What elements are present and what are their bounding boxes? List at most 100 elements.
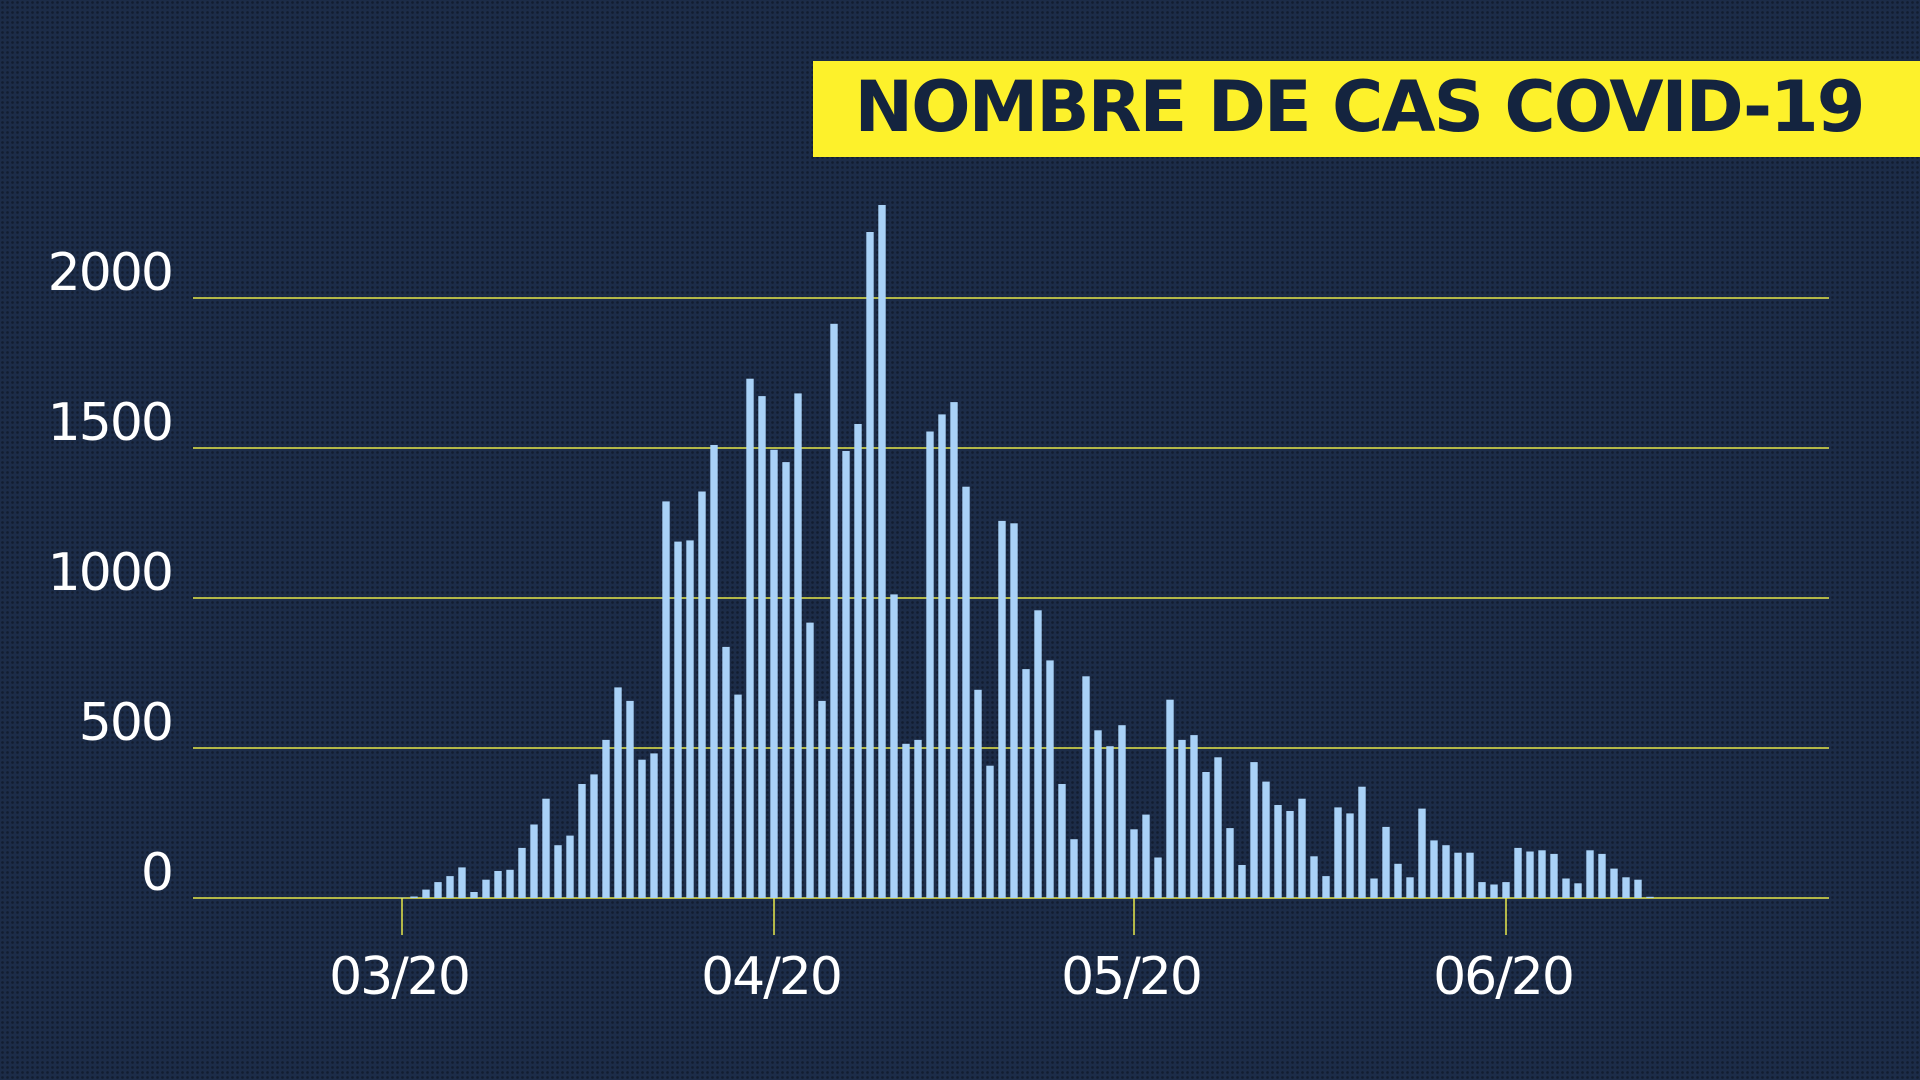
bar xyxy=(650,753,658,898)
bar xyxy=(626,700,634,898)
bar xyxy=(818,700,826,898)
bar xyxy=(998,520,1006,898)
bar xyxy=(746,378,754,898)
bar xyxy=(734,694,742,898)
bar xyxy=(1574,883,1582,898)
bar xyxy=(1394,863,1402,898)
bar xyxy=(1262,781,1270,898)
bar xyxy=(1178,739,1186,898)
bar xyxy=(878,205,886,898)
bar xyxy=(1322,876,1330,898)
bar xyxy=(506,869,514,898)
y-tick-label: 0 xyxy=(141,843,172,903)
bar xyxy=(1466,852,1474,898)
bar xyxy=(470,892,478,898)
bar xyxy=(914,739,922,898)
bar xyxy=(1166,699,1174,898)
bar xyxy=(902,743,910,898)
bar xyxy=(1010,523,1018,898)
y-tick-label: 1500 xyxy=(48,393,172,453)
bar xyxy=(1334,807,1342,898)
bar xyxy=(962,486,970,898)
bar xyxy=(1442,845,1450,898)
bar xyxy=(950,402,958,898)
bar xyxy=(518,847,526,898)
bar xyxy=(1214,757,1222,898)
bar xyxy=(638,759,646,898)
bar xyxy=(1034,610,1042,898)
bar xyxy=(1310,856,1318,898)
x-tick-label: 03/20 xyxy=(329,947,469,1007)
bar xyxy=(434,882,442,898)
x-tick-label: 04/20 xyxy=(701,947,841,1007)
y-tick-label: 2000 xyxy=(48,243,172,303)
bar xyxy=(1202,772,1210,898)
y-tick-label: 500 xyxy=(79,693,172,753)
bar xyxy=(1226,828,1234,898)
bar xyxy=(494,871,502,898)
bar xyxy=(782,462,790,898)
bar xyxy=(1130,829,1138,898)
bar xyxy=(938,414,946,898)
bar xyxy=(698,491,706,898)
bar xyxy=(1490,884,1498,898)
bar xyxy=(806,622,814,898)
bar xyxy=(1358,786,1366,898)
bar xyxy=(722,646,730,898)
bar xyxy=(866,232,874,898)
y-tick-label: 1000 xyxy=(48,543,172,603)
bar xyxy=(1154,857,1162,898)
bar xyxy=(566,835,574,898)
bar xyxy=(1418,808,1426,898)
bar xyxy=(674,541,682,898)
bar xyxy=(1526,851,1534,898)
bar xyxy=(794,393,802,898)
bar xyxy=(1094,730,1102,898)
bar xyxy=(1454,852,1462,898)
bar xyxy=(1370,878,1378,898)
x-tick-label: 06/20 xyxy=(1433,947,1573,1007)
bar xyxy=(1250,762,1258,898)
bar xyxy=(1538,850,1546,898)
bar xyxy=(890,594,898,898)
bar xyxy=(554,845,562,898)
bar xyxy=(578,784,586,898)
bar xyxy=(1286,811,1294,898)
bar xyxy=(854,424,862,898)
bar xyxy=(1190,735,1198,898)
bar xyxy=(830,323,838,898)
bar xyxy=(410,896,418,898)
bar xyxy=(1142,814,1150,898)
bar xyxy=(1586,850,1594,898)
bar xyxy=(1562,878,1570,898)
bar xyxy=(1550,853,1558,898)
bar xyxy=(1274,805,1282,898)
bar xyxy=(1106,746,1114,898)
bar xyxy=(1382,826,1390,898)
bar xyxy=(1118,725,1126,898)
bar xyxy=(758,396,766,898)
bar xyxy=(1646,896,1654,898)
bar xyxy=(710,445,718,898)
bar xyxy=(926,431,934,898)
bar xyxy=(662,501,670,898)
bar xyxy=(482,879,490,898)
bar xyxy=(1346,813,1354,898)
bar xyxy=(1070,839,1078,898)
x-tick-label: 05/20 xyxy=(1061,947,1201,1007)
bar xyxy=(590,774,598,898)
bar xyxy=(530,824,538,898)
bar xyxy=(1430,840,1438,898)
bar xyxy=(1598,853,1606,898)
bar xyxy=(1022,669,1030,898)
bar xyxy=(1238,865,1246,898)
bar xyxy=(986,765,994,898)
bar xyxy=(842,451,850,898)
bar xyxy=(1514,847,1522,898)
bar xyxy=(1298,798,1306,898)
bar xyxy=(1610,868,1618,898)
bar xyxy=(446,876,454,898)
bar xyxy=(686,540,694,898)
